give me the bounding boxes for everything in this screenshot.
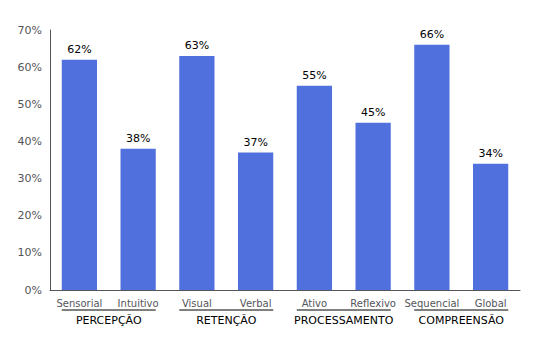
svg-text:Sensorial: Sensorial (56, 298, 102, 309)
svg-text:0%: 0% (25, 284, 42, 297)
svg-text:70%: 70% (18, 24, 42, 37)
svg-text:20%: 20% (18, 209, 42, 222)
svg-text:Sequencial: Sequencial (404, 298, 459, 309)
svg-text:38%: 38% (126, 132, 150, 145)
svg-text:62%: 62% (67, 43, 91, 56)
svg-text:55%: 55% (302, 69, 326, 82)
svg-text:10%: 10% (18, 246, 42, 259)
svg-text:RETENÇÃO: RETENÇÃO (196, 314, 257, 327)
svg-text:40%: 40% (18, 135, 42, 148)
svg-text:30%: 30% (18, 172, 42, 185)
svg-text:PROCESSAMENTO: PROCESSAMENTO (294, 314, 394, 327)
svg-text:Global: Global (475, 298, 507, 309)
svg-text:Ativo: Ativo (302, 298, 327, 309)
svg-text:45%: 45% (361, 106, 385, 119)
svg-text:Intuitivo: Intuitivo (118, 298, 159, 309)
svg-text:37%: 37% (243, 136, 267, 149)
svg-text:COMPREENSÃO: COMPREENSÃO (419, 314, 505, 327)
svg-text:PERCEPÇÃO: PERCEPÇÃO (76, 314, 142, 327)
svg-text:Visual: Visual (182, 298, 212, 309)
svg-text:63%: 63% (185, 39, 209, 52)
svg-text:Reflexivo: Reflexivo (350, 298, 396, 309)
svg-text:Verbal: Verbal (240, 298, 272, 309)
svg-text:66%: 66% (420, 28, 444, 41)
svg-text:34%: 34% (478, 147, 502, 160)
svg-text:50%: 50% (18, 98, 42, 111)
svg-text:60%: 60% (18, 61, 42, 74)
